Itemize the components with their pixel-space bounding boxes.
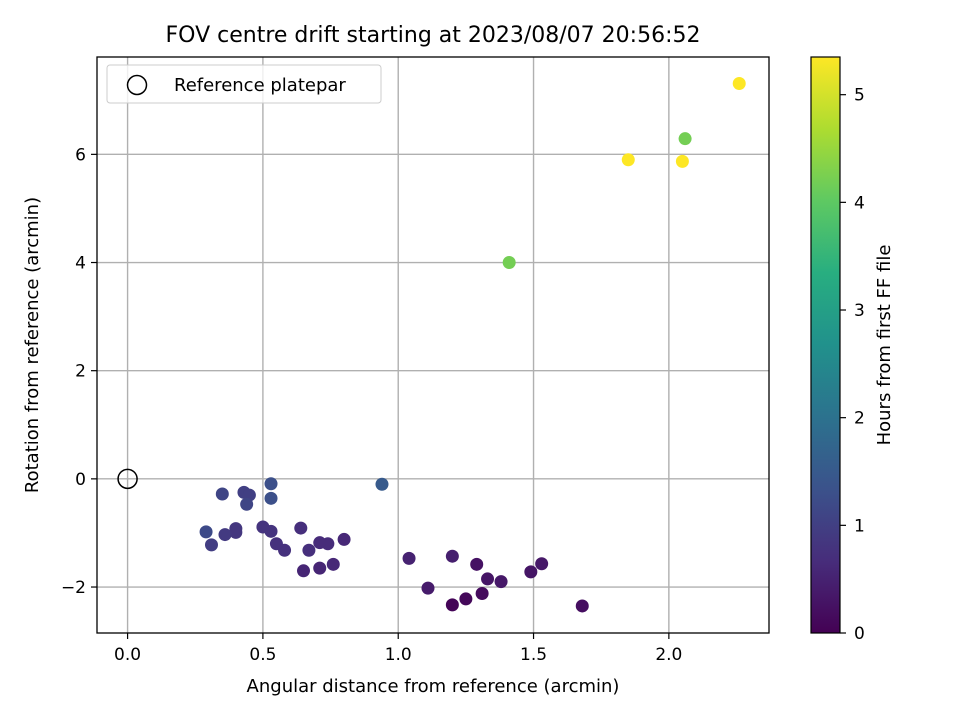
plot-frame [96,56,770,634]
y-axis-ticks: −2 0 2 4 6 [61,145,97,598]
colorbar-gradient [810,56,841,634]
data-point [732,77,746,91]
colorbar-tick-label: 5 [854,86,865,106]
x-axis-ticks: 0.0 0.5 1.0 1.5 2.0 [114,633,682,665]
legend-marker-open-circle [126,74,148,96]
data-points [199,77,746,613]
data-point [240,497,254,511]
colorbar-tick-label: 0 [854,624,865,644]
x-tick-label: 1.5 [520,645,547,665]
reference-point [117,468,138,490]
colorbar-tick-label: 2 [854,409,865,429]
legend-box [106,64,382,104]
data-point [524,565,538,579]
x-tick-label: 2.0 [655,645,682,665]
colorbar-label: Hours from first FF file [874,245,895,446]
data-point [475,587,489,601]
data-point [459,592,473,606]
y-tick-label: 0 [75,470,86,490]
data-point [264,491,278,505]
data-point [269,537,283,551]
data-point [678,132,692,146]
colorbar-ticks: 0 1 2 3 4 5 [840,86,865,644]
data-point [575,599,589,613]
y-tick-label: 6 [75,145,86,165]
data-point [445,598,459,612]
colorbar: 0 1 2 3 4 5 Hours from first FF file [810,56,895,644]
data-point [337,532,351,546]
y-tick-label: 4 [75,254,86,274]
y-tick-label: −2 [61,578,86,598]
data-point [256,520,270,534]
data-point [675,154,689,168]
x-tick-label: 0.5 [249,645,276,665]
data-point [302,543,316,557]
x-tick-label: 1.0 [385,645,412,665]
data-point [402,551,416,565]
data-point [470,557,484,571]
colorbar-tick-label: 4 [854,193,865,213]
data-point [199,525,213,539]
data-point [229,525,243,539]
colorbar-tick-label: 1 [854,516,865,536]
y-axis-label: Rotation from reference (arcmin) [22,197,43,493]
chart-title: FOV centre drift starting at 2023/08/07 … [166,23,701,48]
data-point [502,256,516,270]
data-point [445,549,459,563]
data-point [535,557,549,571]
data-point [264,477,278,491]
data-point [204,538,218,552]
legend-entry-reference: Reference platepar [174,75,346,96]
colorbar-tick-label: 3 [854,301,865,321]
y-tick-label: 2 [75,362,86,382]
data-point [294,521,308,535]
data-point [313,536,327,550]
x-tick-label: 0.0 [114,645,141,665]
reference-marker [117,468,138,490]
data-point [494,575,508,589]
data-point [421,581,435,595]
data-point [296,564,310,578]
data-point [218,528,232,542]
data-point [326,557,340,571]
data-point [375,477,389,491]
x-axis-label: Angular distance from reference (arcmin) [247,676,620,697]
data-point [481,572,495,586]
data-point [215,487,229,501]
data-point [621,153,635,167]
legend: Reference platepar [106,64,382,104]
grid-lines [97,57,769,633]
data-point [313,561,327,575]
